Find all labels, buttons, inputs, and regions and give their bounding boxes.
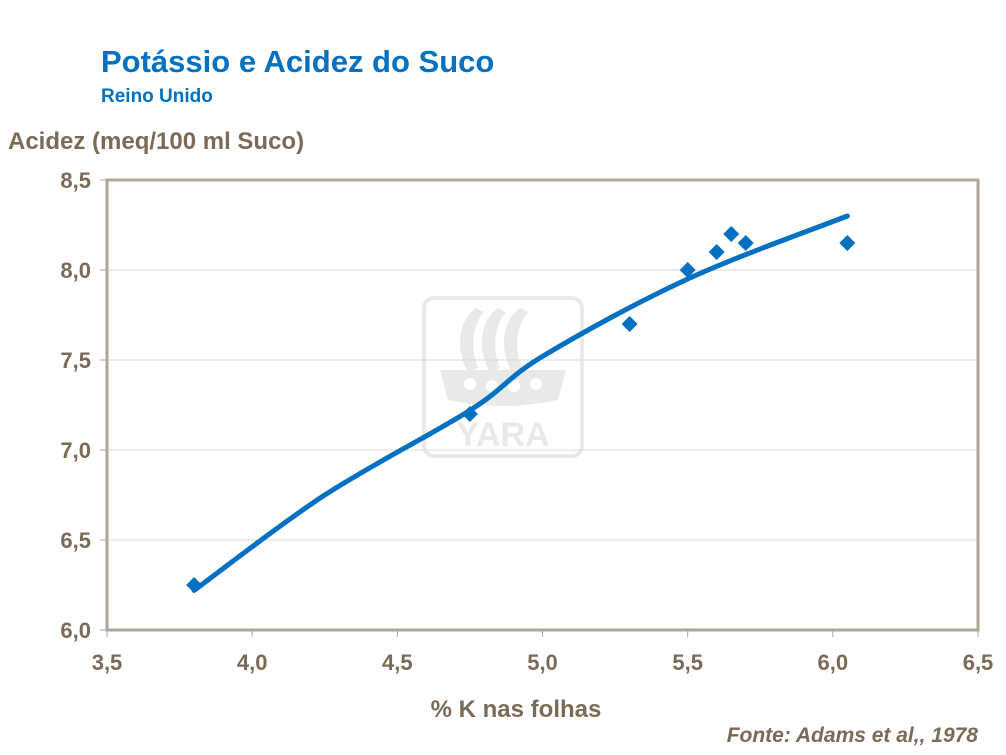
trendline-path (191, 213, 850, 593)
source-citation: Fonte: Adams et al,, 1978 (726, 724, 978, 747)
y-tick-label: 7,0 (60, 438, 91, 463)
axes (100, 178, 980, 637)
data-point-diamond (708, 244, 725, 260)
data-point-diamond (737, 235, 754, 251)
chart-subtitle: Reino Unido (101, 86, 213, 107)
x-tick-label: 4,5 (382, 650, 413, 675)
watermark-text: YARA (456, 416, 549, 454)
trendline (191, 213, 850, 593)
data-point-diamond (723, 226, 740, 242)
data-points (186, 226, 856, 593)
x-axis-ticks: 3,5 4,0 4,5 5,0 5,5 6,0 6,5 (92, 650, 994, 675)
y-tick-label: 8,5 (60, 168, 91, 193)
data-point-diamond (186, 577, 203, 593)
chart-title: Potássio e Acidez do Suco (101, 44, 495, 79)
x-tick-label: 6,5 (963, 650, 994, 675)
x-tick-label: 6,0 (818, 650, 849, 675)
plot-area-border (105, 178, 980, 632)
y-tick-label: 8,0 (60, 258, 91, 283)
x-tick-label: 5,0 (527, 650, 558, 675)
y-tick-label: 6,5 (60, 528, 91, 553)
data-point-diamond (461, 406, 478, 422)
y-tick-label: 6,0 (60, 618, 91, 643)
data-point-diamond (839, 235, 856, 251)
x-axis-label: % K nas folhas (430, 696, 602, 723)
data-point-diamond (679, 262, 696, 278)
y-axis-label: Acidez (meq/100 ml Suco) (8, 128, 305, 155)
gridlines (107, 269, 978, 541)
data-point-diamond (621, 316, 638, 332)
x-tick-label: 5,5 (672, 650, 703, 675)
y-tick-label: 7,5 (60, 348, 91, 373)
x-tick-label: 4,0 (237, 650, 268, 675)
yara-logo-watermark: YARA (422, 296, 584, 458)
x-tick-label: 3,5 (92, 650, 123, 675)
y-axis-ticks: 8,5 8,0 7,5 7,0 6,5 6,0 (60, 168, 91, 643)
